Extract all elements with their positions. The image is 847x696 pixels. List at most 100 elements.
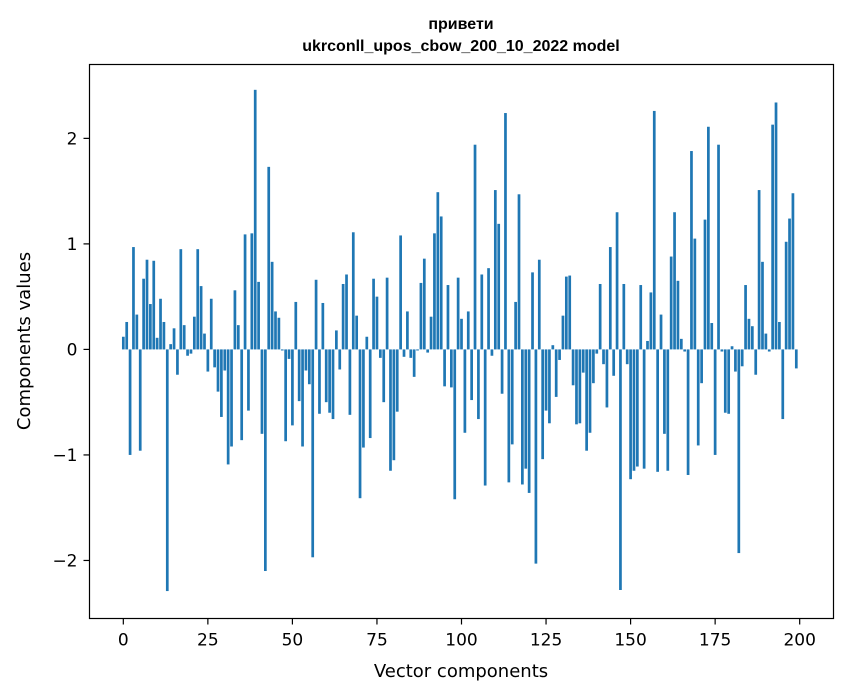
bar-125 [544,349,548,411]
bar-79 [389,349,392,471]
bar-77 [382,349,386,403]
bar-49 [287,349,291,359]
bar-31 [226,349,230,465]
x-axis-label: Vector components [374,661,548,682]
bar-72 [365,336,369,350]
bar-5 [138,349,142,451]
x-tick-label-50: 50 [282,631,304,651]
bar-141 [598,283,602,350]
bar-191 [767,349,771,352]
bar-0 [121,336,125,350]
bar-76 [378,349,382,358]
y-tick-label--2: −2 [52,551,77,571]
bar-162 [669,256,673,350]
bar-137 [585,349,588,451]
y-axis-label: Components values [14,252,35,430]
bar-81 [395,349,399,412]
bar-93 [436,192,440,350]
bar-19 [186,349,189,356]
bar-80 [392,349,396,461]
bar-34 [236,325,240,350]
bar-106 [480,274,484,350]
bar-82 [399,235,402,350]
bar-60 [324,349,328,403]
bar-3 [132,247,135,350]
bar-184 [744,285,747,350]
bar-14 [169,344,173,350]
bar-116 [514,301,517,350]
bar-99 [456,277,460,350]
bar-51 [294,301,298,350]
chart-title-line-2: ukrconll_upos_cbow_200_10_2022 model [302,38,619,55]
bar-132 [568,275,572,350]
bar-118 [521,349,524,485]
y-axis-ticks: −2 −1 0 1 2 [52,129,90,571]
bar-59 [321,302,325,350]
bar-55 [307,349,311,385]
bar-122 [534,349,538,564]
x-tick-label-0: 0 [118,631,129,651]
bar-111 [497,223,501,350]
bar-71 [362,349,365,448]
bar-46 [277,317,281,350]
bar-17 [179,249,183,350]
bar-8 [149,304,152,350]
y-tick-label-1: 1 [67,235,78,255]
bar-10 [155,337,159,350]
bar-11 [159,298,162,350]
bar-174 [710,323,714,350]
bar-195 [781,349,785,420]
bar-43 [267,166,271,350]
bar-103 [470,349,473,401]
x-tick-label-125: 125 [530,631,562,651]
bar-63 [335,330,338,350]
bar-136 [581,349,585,373]
bar-45 [274,311,277,350]
bar-73 [368,349,372,439]
bar-22 [196,249,200,350]
bar-74 [372,278,375,350]
y-tick-label-0: 0 [67,340,78,360]
bar-94 [439,216,443,350]
bar-124 [541,349,545,460]
bar-53 [301,349,304,447]
bar-113 [504,113,507,350]
bar-54 [304,349,308,371]
bar-9 [152,260,156,350]
bar-108 [487,268,490,350]
chart-title-line-1: привети [428,16,493,33]
bar-158 [656,349,659,472]
bar-41 [260,349,264,434]
bar-92 [433,233,436,350]
bar-182 [737,349,741,554]
bar-130 [561,315,565,350]
bar-33 [233,290,237,350]
bar-172 [703,219,707,350]
bar-69 [355,315,359,350]
bar-68 [351,232,355,350]
bar-64 [338,349,342,370]
x-tick-label-175: 175 [699,631,731,651]
x-tick-label-150: 150 [614,631,646,651]
bar-142 [602,349,605,365]
bar-61 [328,349,331,413]
bar-126 [548,349,551,424]
bar-110 [493,190,497,350]
bar-120 [527,349,531,493]
x-axis-ticks: 0 25 50 75 100 125 150 175 200 [118,618,816,651]
bar-18 [182,325,186,350]
bar-143 [605,349,609,408]
bar-139 [592,349,595,384]
bar-89 [422,258,426,350]
bar-178 [723,349,727,413]
bar-97 [450,349,453,388]
bar-153 [639,285,643,350]
bar-197 [788,218,791,350]
bar-165 [679,338,683,350]
bar-65 [341,283,345,350]
bar-131 [564,276,568,350]
bar-12 [162,321,166,350]
bar-28 [216,349,220,392]
bar-35 [240,349,244,441]
bar-32 [230,349,233,447]
